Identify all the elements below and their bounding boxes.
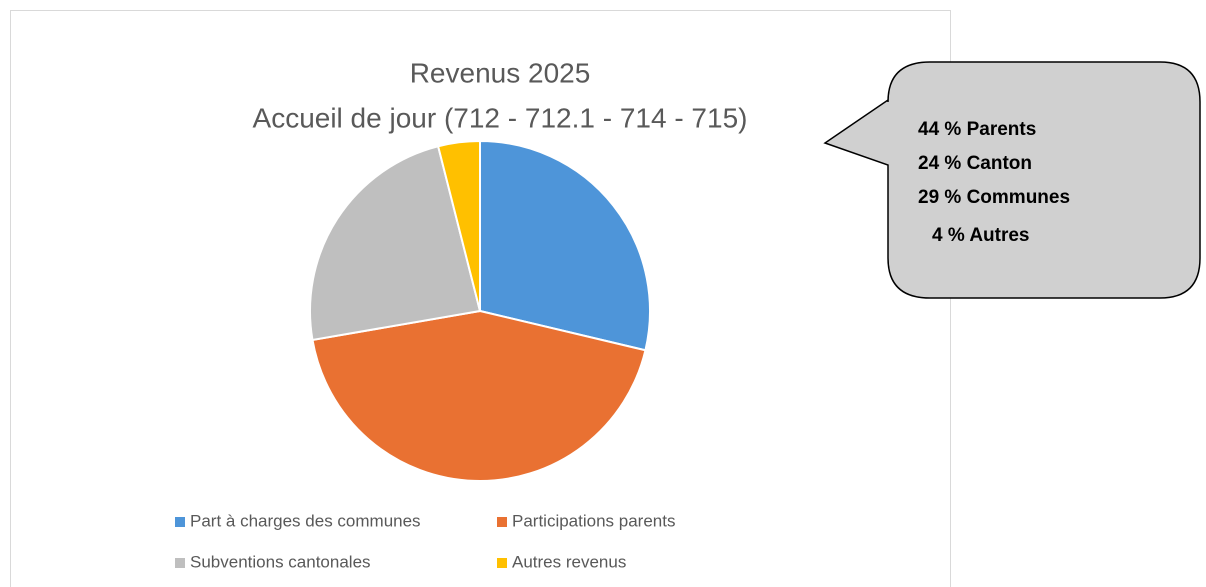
legend-swatch xyxy=(497,517,507,527)
legend-swatch xyxy=(175,517,185,527)
annotation: 4 % Autres xyxy=(932,225,1030,246)
chart-subtitle: Accueil de jour (712 - 712.1 - 714 - 715… xyxy=(253,102,748,133)
legend-swatch xyxy=(497,558,507,568)
callout xyxy=(823,61,1201,299)
annotation: 44 % Parents xyxy=(918,119,1036,140)
pie-slice xyxy=(436,139,481,312)
pie-slice xyxy=(311,309,647,482)
legend-label: Subventions cantonales xyxy=(190,552,371,571)
legend-label: Autres revenus xyxy=(512,552,626,571)
legend-label: Part à charges des communes xyxy=(190,511,421,530)
chart-title: Revenus 2025 xyxy=(410,57,591,88)
annotation: 24 % Canton xyxy=(918,153,1032,174)
legend-label: Participations parents xyxy=(512,511,675,530)
legend-swatch xyxy=(175,558,185,568)
annotation: 29 % Communes xyxy=(918,187,1070,208)
pie-slice xyxy=(309,145,482,342)
pie-slice xyxy=(479,139,651,352)
